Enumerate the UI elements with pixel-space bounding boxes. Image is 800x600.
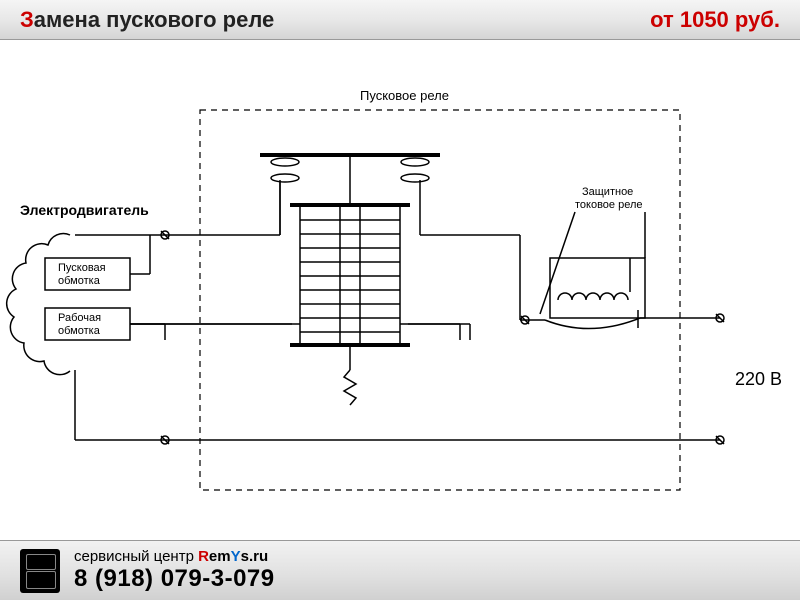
title-accent-letter: З — [20, 7, 34, 32]
box-title: Пусковое реле — [360, 88, 449, 103]
voltage-label: 220 В — [735, 369, 782, 389]
schematic-svg: Пусковое реле Электродвигатель Пусковая … — [0, 40, 800, 540]
run-winding-l2: обмотка — [58, 325, 101, 337]
start-winding-l2: обмотка — [58, 275, 101, 287]
protect-l2: токовое реле — [575, 199, 643, 211]
brand-y: Y — [231, 548, 241, 565]
fridge-icon — [20, 549, 60, 593]
relay-coil — [290, 155, 410, 405]
run-winding-l1: Рабочая — [58, 312, 101, 324]
brand-suffix: s.ru — [241, 548, 269, 565]
price-label: от 1050 руб. — [650, 7, 780, 33]
page-title: Замена пускового реле — [20, 7, 274, 33]
brand-mid: em — [209, 548, 231, 565]
header-bar: Замена пускового реле от 1050 руб. — [0, 0, 800, 40]
footer-phone: 8 (918) 079-3-079 — [74, 566, 275, 592]
protective-relay — [545, 258, 724, 329]
motor-symbol — [7, 234, 70, 375]
footer-text-block: сервисный центр RemYs.ru 8 (918) 079-3-0… — [74, 549, 275, 592]
protect-l1: Защитное — [582, 186, 633, 198]
relay-schematic: Пусковое реле Электродвигатель Пусковая … — [0, 40, 800, 540]
start-winding-l1: Пусковая — [58, 262, 106, 274]
title-text: амена пускового реле — [34, 7, 274, 32]
motor-label: Электродвигатель — [20, 202, 149, 218]
footer-prefix: сервисный центр — [74, 548, 198, 565]
footer-brand-line: сервисный центр RemYs.ru — [74, 549, 275, 566]
brand-r: R — [198, 548, 209, 565]
footer-bar: сервисный центр RemYs.ru 8 (918) 079-3-0… — [0, 540, 800, 600]
relay-enclosure — [200, 110, 680, 490]
